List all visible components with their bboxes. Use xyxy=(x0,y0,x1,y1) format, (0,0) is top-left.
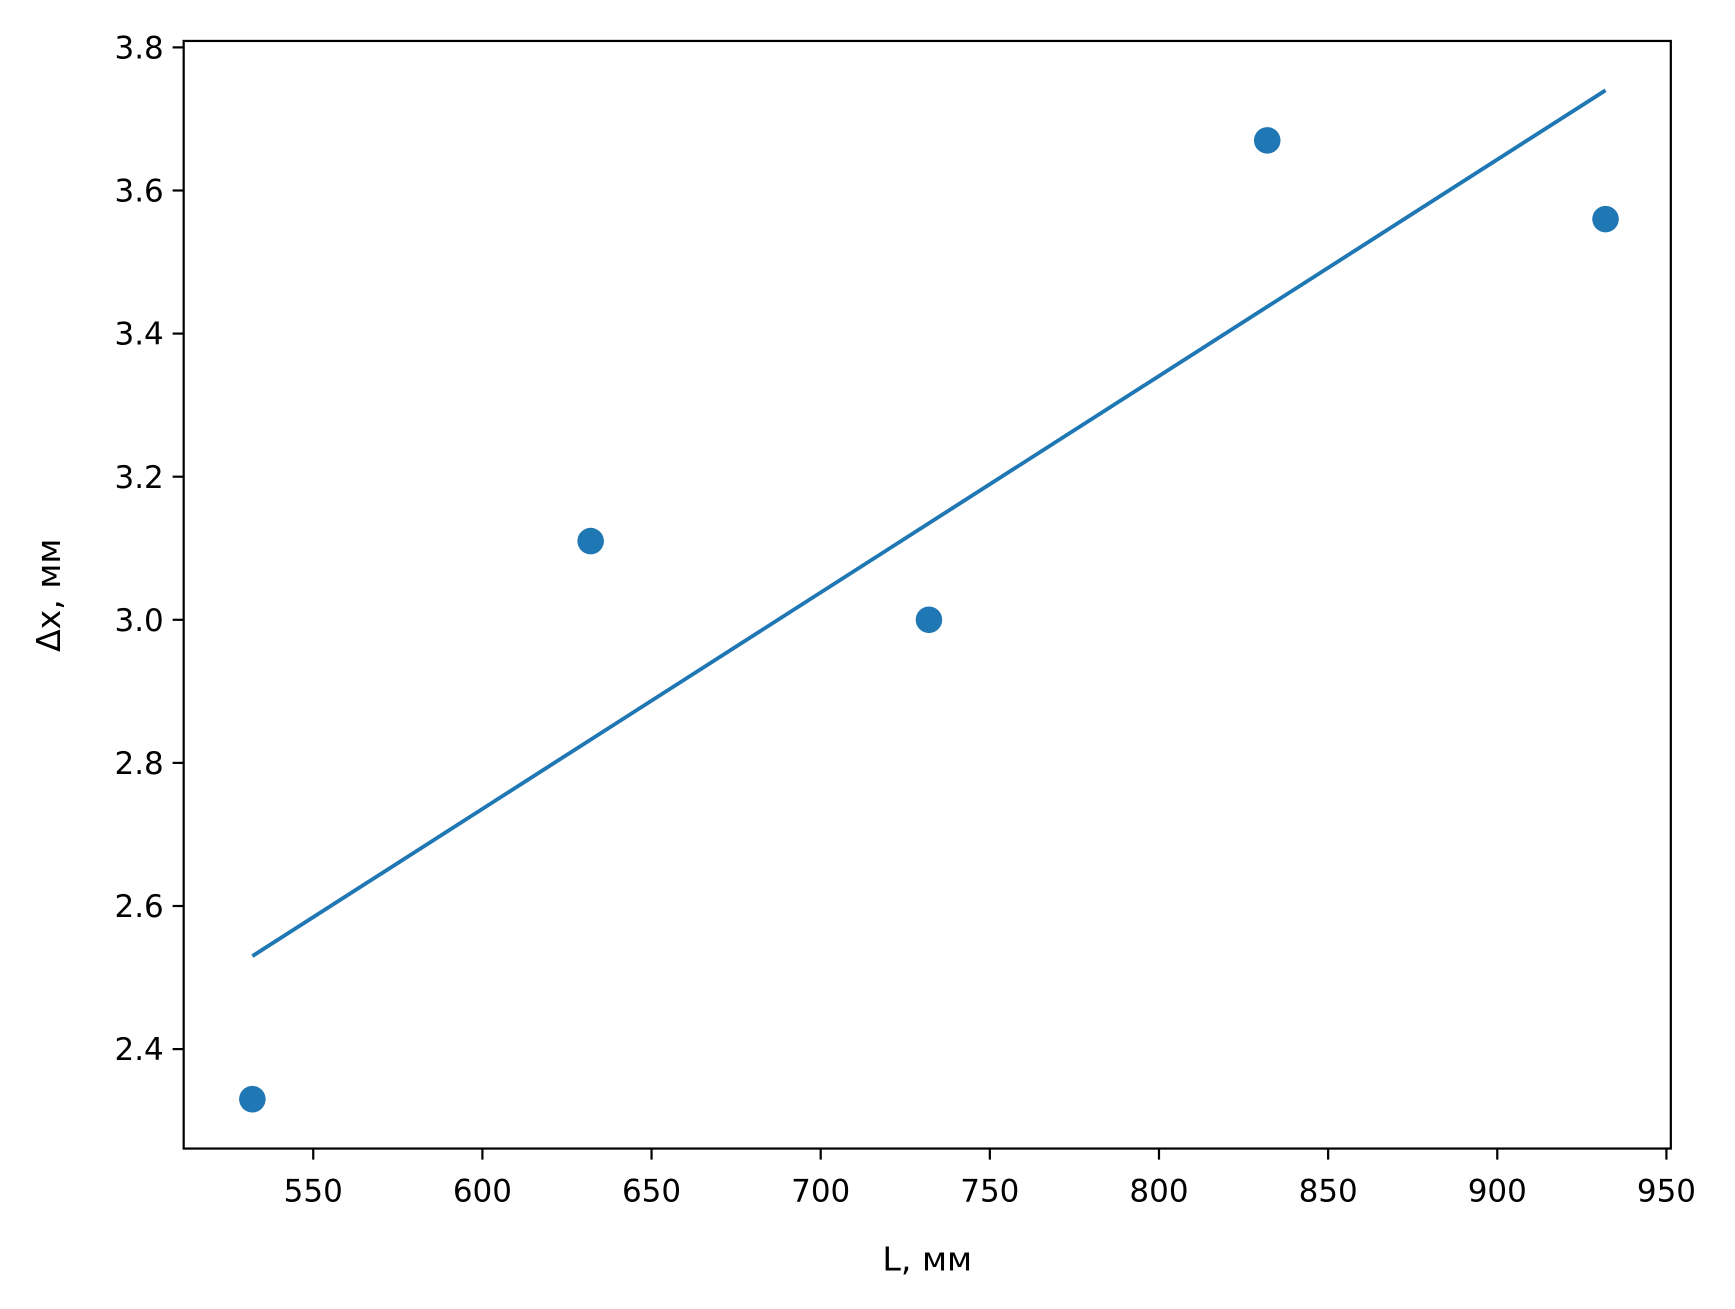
data-point xyxy=(1592,205,1619,233)
fit-line xyxy=(251,88,1607,958)
y-axis-label: Δx, мм xyxy=(29,539,68,653)
x-axis-ticks: 550 600 650 700 750 800 850 900 950 xyxy=(284,1148,1696,1210)
y-tick-label: 2.4 xyxy=(114,1032,163,1068)
x-axis-label: L, мм xyxy=(882,1239,972,1278)
x-tick-label: 850 xyxy=(1299,1174,1358,1210)
y-tick-label: 3.6 xyxy=(114,174,163,210)
y-axis-ticks: 2.4 2.6 2.8 3.0 3.2 3.4 3.6 3.8 xyxy=(114,30,184,1068)
y-tick-label: 2.8 xyxy=(114,746,163,782)
data-point xyxy=(239,1085,266,1113)
x-tick-label: 600 xyxy=(453,1174,512,1210)
x-tick-label: 750 xyxy=(960,1174,1019,1210)
x-tick-label: 900 xyxy=(1468,1174,1527,1210)
x-tick-label: 950 xyxy=(1637,1174,1696,1210)
data-point xyxy=(577,527,604,555)
x-tick-label: 800 xyxy=(1129,1174,1188,1210)
y-tick-label: 3.4 xyxy=(114,317,163,353)
axes-frame xyxy=(182,39,1672,1150)
y-tick-label: 3.2 xyxy=(114,460,163,496)
plot-marks xyxy=(239,88,1619,1113)
data-point xyxy=(915,606,943,634)
x-tick-label: 700 xyxy=(791,1174,850,1210)
x-tick-label: 550 xyxy=(284,1174,343,1210)
data-point xyxy=(1253,127,1281,154)
y-tick-label: 2.6 xyxy=(114,889,163,925)
x-tick-label: 650 xyxy=(622,1174,681,1210)
y-tick-label: 3.0 xyxy=(114,603,163,639)
y-tick-label: 3.8 xyxy=(114,30,163,66)
